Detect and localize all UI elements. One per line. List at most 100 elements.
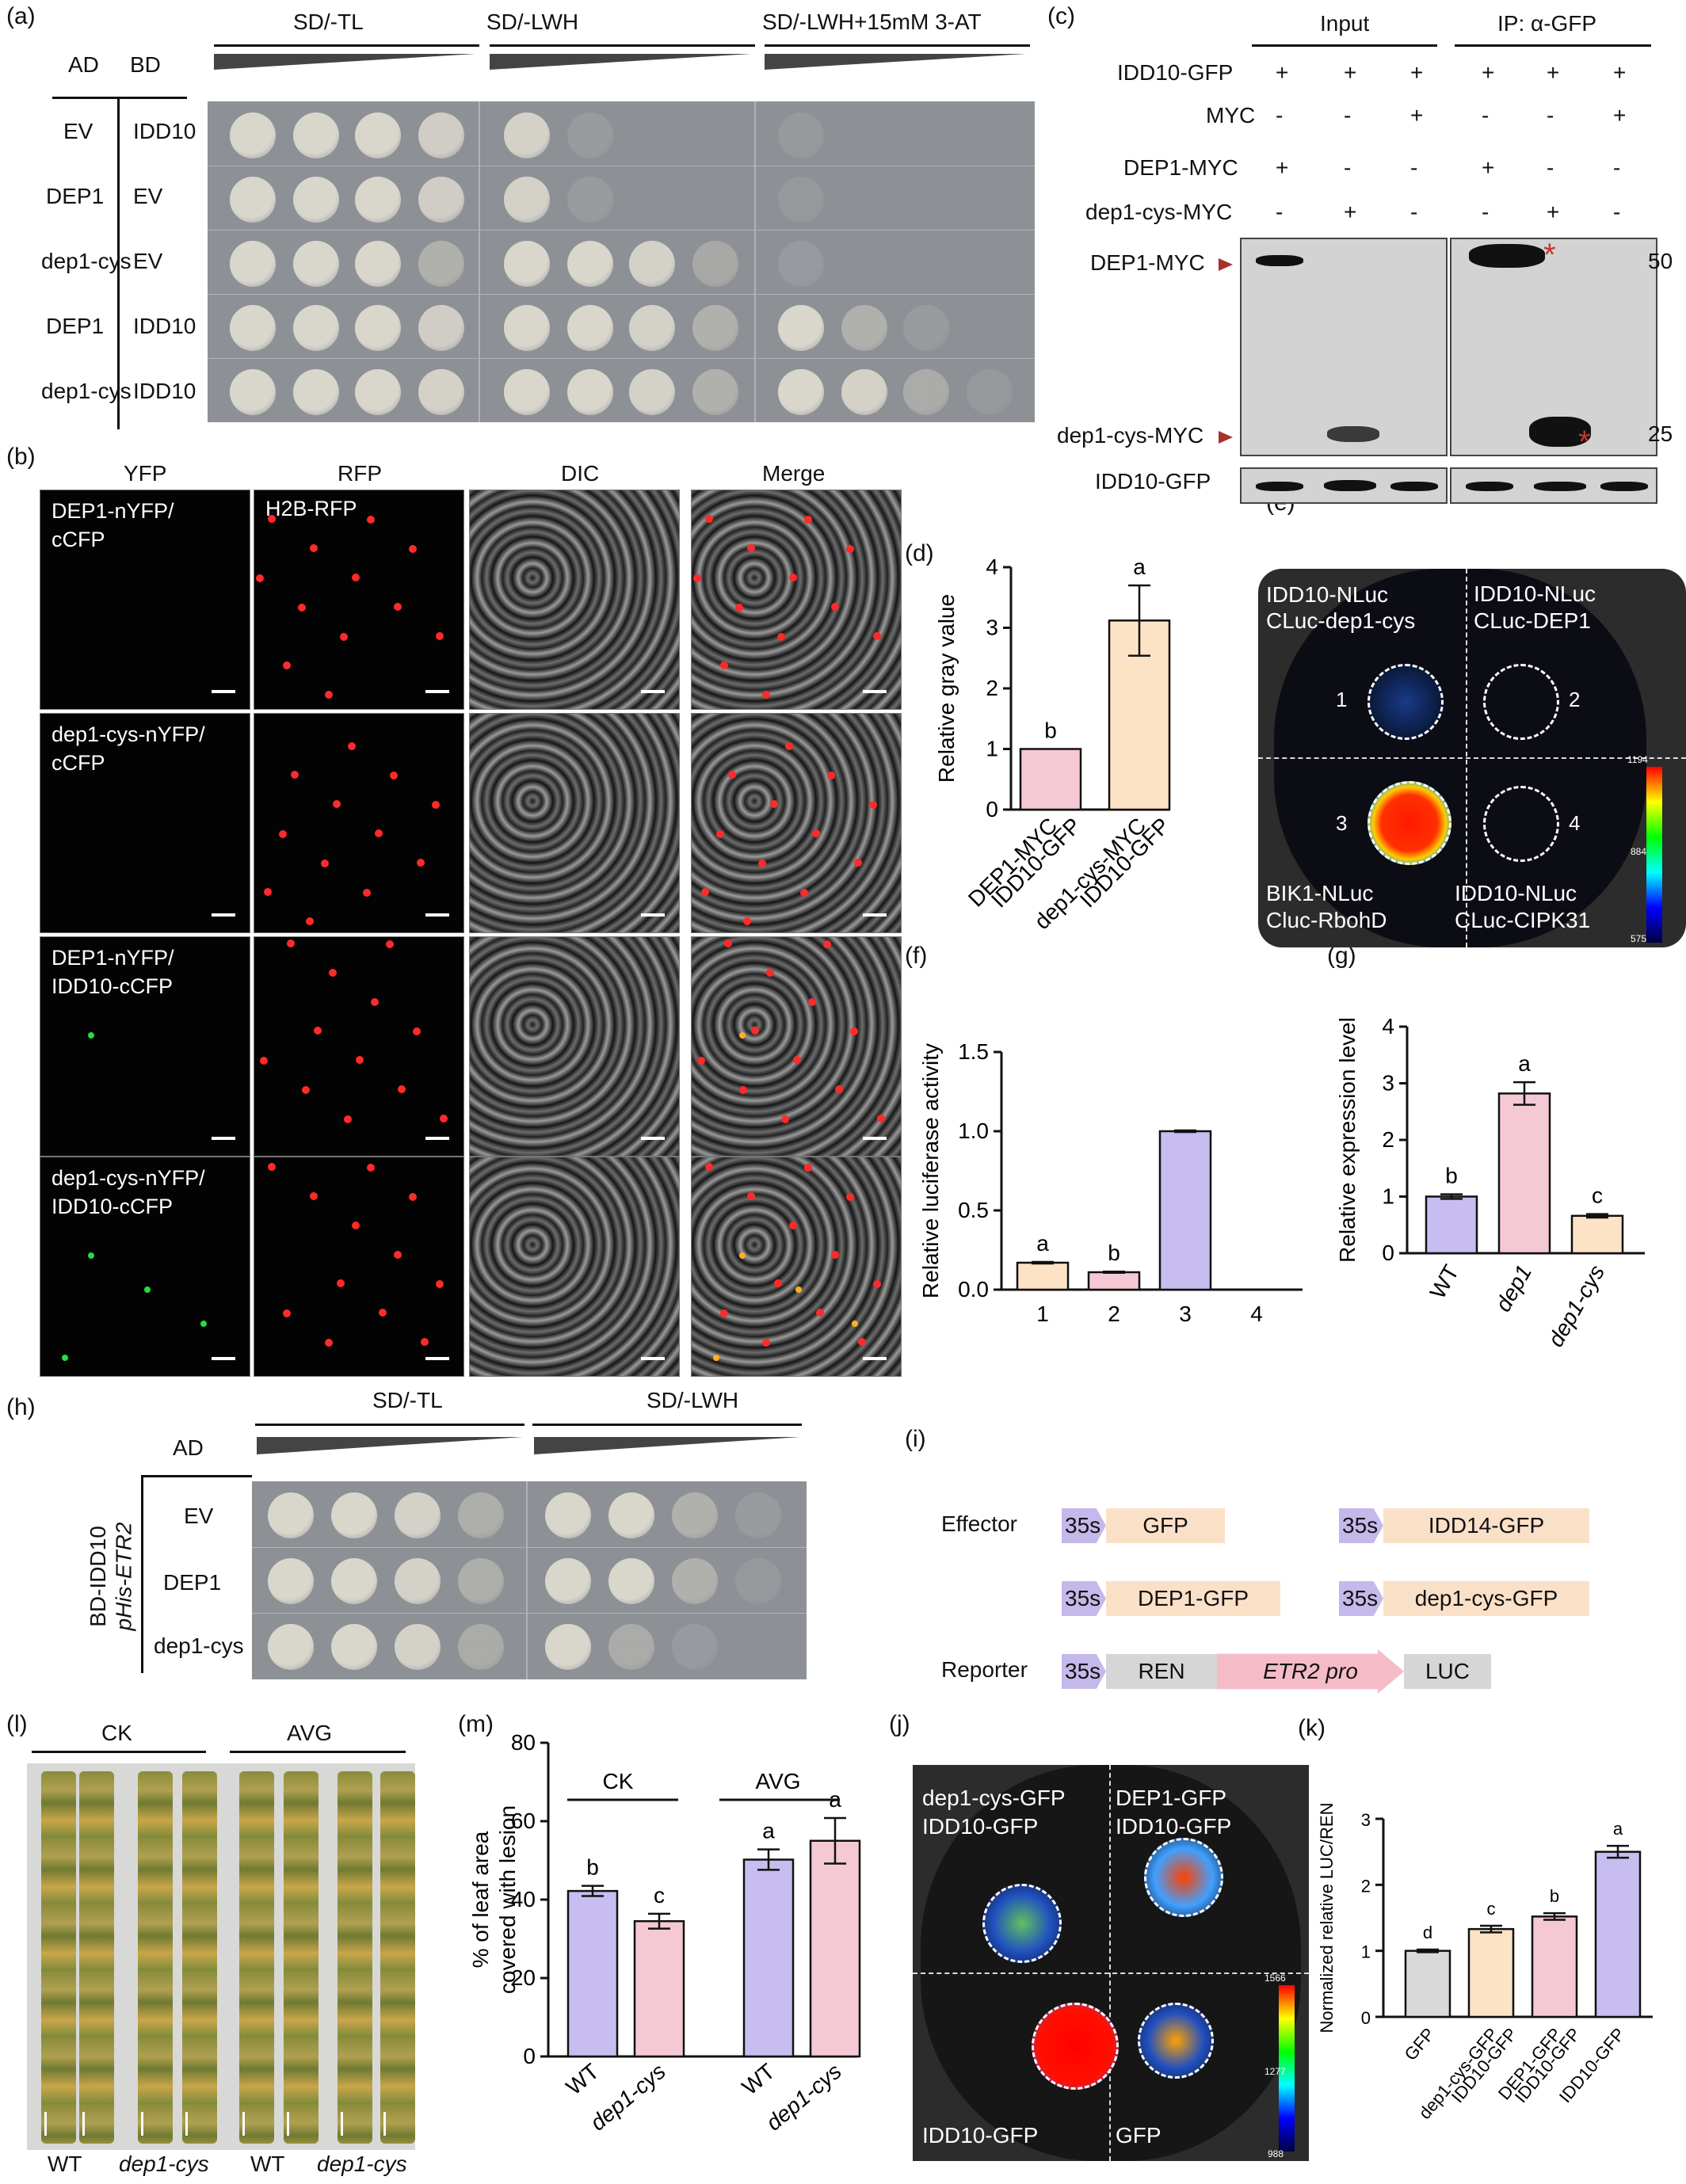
- yeast-colony: [268, 1492, 314, 1538]
- panel-label-k: (k): [1298, 1715, 1326, 1741]
- yeast-colony: [567, 369, 613, 415]
- construct-label-1: dep1-cys-nYFP/: [51, 722, 205, 746]
- h-row-3: dep1-cys: [154, 1633, 244, 1658]
- asterisk-bottom: *: [1578, 425, 1591, 459]
- scale-bar: [212, 1137, 235, 1140]
- panel-label-c: (c): [1047, 3, 1075, 29]
- plate-col-line: [479, 101, 480, 422]
- scale-bar: [863, 1137, 887, 1140]
- scale-bar: [212, 913, 235, 917]
- y-tick-label: 60: [511, 1809, 536, 1833]
- j-q2-label-2: IDD10-GFP: [1116, 1814, 1232, 1839]
- y-tick-label: 3: [1361, 1810, 1371, 1830]
- q3-label-1: BIK1-NLuc: [1266, 881, 1374, 905]
- lci-image-j: 1566 1277 988 dep1-cys-GFP IDD10-GFP DEP…: [913, 1765, 1309, 2161]
- coip-sign: -: [1613, 155, 1621, 180]
- yeast-colony: [293, 241, 339, 287]
- h-row-2: DEP1: [163, 1570, 222, 1595]
- rice-leaf: [239, 1771, 274, 2144]
- construct-label-1: dep1-cys-nYFP/: [51, 1166, 205, 1190]
- yfp-signal-dot: [62, 1355, 68, 1361]
- nucleus-dot: [314, 1027, 322, 1035]
- panel-label-d: (d): [905, 540, 934, 566]
- leaf-scale-bar: [44, 2112, 47, 2136]
- scale-bar: [863, 690, 887, 693]
- significance-letter: d: [1423, 1923, 1432, 1942]
- medium-label-1: SD/-TL: [293, 10, 364, 34]
- y-axis-label: Relative luciferase activity: [918, 1043, 943, 1298]
- nucleus-dot: [413, 1027, 421, 1035]
- promoter-arrow: [1062, 1508, 1106, 1543]
- nucleus-dot: [390, 772, 398, 779]
- significance-letter: a: [1518, 1051, 1531, 1076]
- j-colorbar: [1279, 1985, 1295, 2152]
- nucleus-dot: [279, 830, 287, 838]
- nucleus-dot: [436, 632, 444, 640]
- nucleus-dot: [436, 1280, 444, 1288]
- nucleus-dot: [337, 1279, 345, 1287]
- promoter-arrow: [1062, 1581, 1106, 1616]
- ad-row-4: DEP1: [46, 314, 105, 338]
- bar: [1087, 1271, 1141, 1291]
- coip-sign: +: [1613, 60, 1627, 85]
- coip-sign: -: [1276, 103, 1284, 128]
- blot-input-gfp: [1240, 467, 1448, 504]
- reporter-label: Reporter: [941, 1657, 1028, 1682]
- effector-box: GFP: [1106, 1508, 1225, 1543]
- plate-row-line: [252, 1547, 807, 1548]
- leaf-scale-bar: [341, 2112, 343, 2136]
- spot-1: [1367, 664, 1444, 740]
- yeast-colony: [458, 1558, 504, 1604]
- etr2-promoter-box: ETR2 pro: [1217, 1649, 1404, 1694]
- h-row-1: EV: [184, 1504, 214, 1528]
- nucleus-dot: [724, 940, 732, 947]
- bar: [1404, 1950, 1451, 2018]
- q2-label-2: CLuc-DEP1: [1474, 608, 1591, 633]
- band-dep1cys-input: [1327, 426, 1379, 442]
- construct-label-1: DEP1-nYFP/: [51, 946, 174, 970]
- yeast-colony: [504, 369, 550, 415]
- nucleus-dot: [352, 574, 360, 581]
- x-tick-label: dep1-cys: [1543, 1261, 1610, 1347]
- spot-num-4: 4: [1569, 811, 1581, 835]
- gfp-band: [1256, 482, 1303, 491]
- gfp-band: [1324, 480, 1376, 491]
- nucleus-dot: [348, 742, 356, 750]
- l-label-1: WT: [48, 2152, 82, 2176]
- yeast-colony: [672, 1492, 718, 1538]
- coip-row-label: DEP1-MYC: [1123, 155, 1238, 180]
- nucleus-dot: [398, 1085, 406, 1093]
- gfp-band: [1600, 482, 1648, 491]
- yeast-colony: [504, 177, 550, 223]
- medium-label-3: SD/-LWH+15mM 3-AT: [762, 10, 982, 34]
- y-tick-label: 0: [523, 2044, 536, 2068]
- bar: [1570, 1214, 1624, 1255]
- luc-box: LUC: [1404, 1654, 1491, 1689]
- plate-col-line: [526, 1481, 528, 1679]
- nucleus-dot: [808, 998, 816, 1006]
- asterisk-top: *: [1543, 238, 1556, 273]
- yeast-colony: [967, 369, 1013, 415]
- coip-sign: -: [1482, 200, 1490, 224]
- nucleus-dot: [268, 515, 276, 523]
- nucleus-dot: [298, 604, 306, 612]
- yeast-colony: [778, 305, 824, 351]
- panel-label-h: (h): [6, 1394, 36, 1420]
- j-spot-4: [1138, 2003, 1214, 2079]
- bar: [566, 1889, 619, 2058]
- scale-bar: [425, 1137, 449, 1140]
- chart-g: 0 1 2 3 4 Relative expression level b WT a dep1 c d…: [1335, 1014, 1645, 1347]
- yeast-colony: [230, 305, 276, 351]
- y-tick-label: 2: [986, 676, 998, 700]
- leaf-scale-bar: [287, 2112, 289, 2136]
- yeast-colony: [395, 1492, 441, 1538]
- ad-row-1: EV: [63, 119, 93, 143]
- coip-sign: +: [1410, 103, 1424, 128]
- nucleus-dot: [850, 1027, 858, 1035]
- effector-box: IDD14-GFP: [1383, 1508, 1589, 1543]
- nucleus-dot: [325, 1339, 333, 1347]
- nucleus-dot: [310, 544, 318, 552]
- j-scale-min: 988: [1268, 2148, 1284, 2159]
- h-rule-1: [255, 1424, 524, 1426]
- yeast-colony: [545, 1492, 591, 1538]
